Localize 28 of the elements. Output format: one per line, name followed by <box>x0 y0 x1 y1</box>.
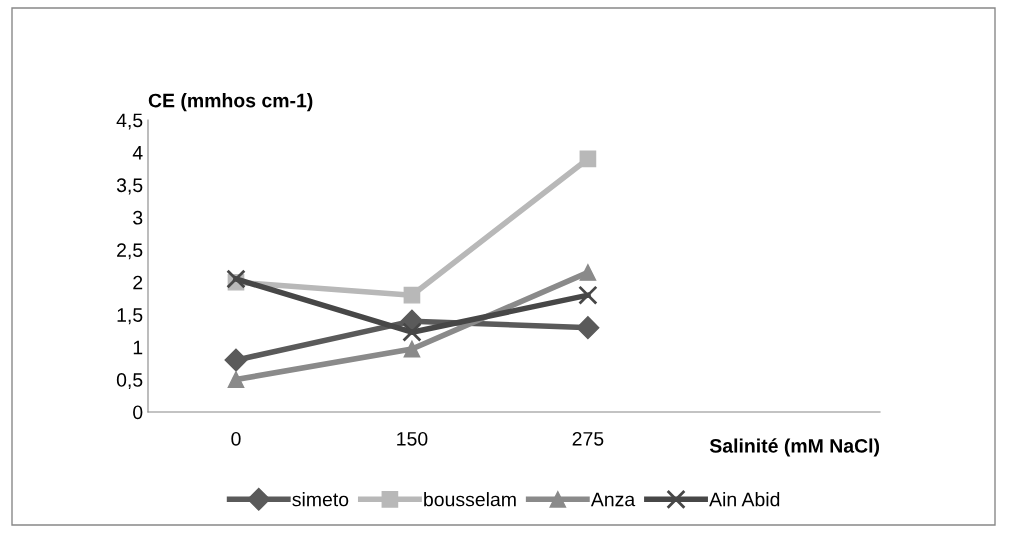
point <box>579 264 597 281</box>
y-tick-label: 1 <box>133 340 143 355</box>
y-tick-label: 3 <box>133 210 143 225</box>
point <box>579 150 597 168</box>
y-tick-label: 0,5 <box>116 373 143 390</box>
y-axis-title: CE (mmhos cm-1) <box>148 93 313 112</box>
point <box>224 348 248 372</box>
y-tick-label: 2,5 <box>117 243 143 260</box>
x-tick-label: 0 <box>231 431 241 446</box>
x-tick-label: 150 <box>397 431 428 446</box>
y-tick-label: 2 <box>133 275 143 290</box>
point <box>227 371 245 388</box>
legend-label: bousselam <box>424 492 516 507</box>
y-tick-label: 4,5 <box>116 113 143 130</box>
point <box>403 340 421 358</box>
point <box>402 322 422 342</box>
y-tick-label: 1,5 <box>117 308 143 325</box>
legend-label: Ain Abid <box>709 492 780 507</box>
x-axis-title: Salinité (mM NaCl) <box>709 438 880 457</box>
point <box>578 285 598 305</box>
y-tick-label: 0 <box>133 405 143 420</box>
y-tick-label: 3,5 <box>116 178 143 195</box>
point <box>403 286 421 304</box>
x-tick-label: 275 <box>572 431 604 446</box>
point <box>576 316 600 340</box>
legend-label: Anza <box>590 492 636 507</box>
legend-label: simeto <box>292 492 349 507</box>
y-tick-label: 4 <box>132 146 143 160</box>
